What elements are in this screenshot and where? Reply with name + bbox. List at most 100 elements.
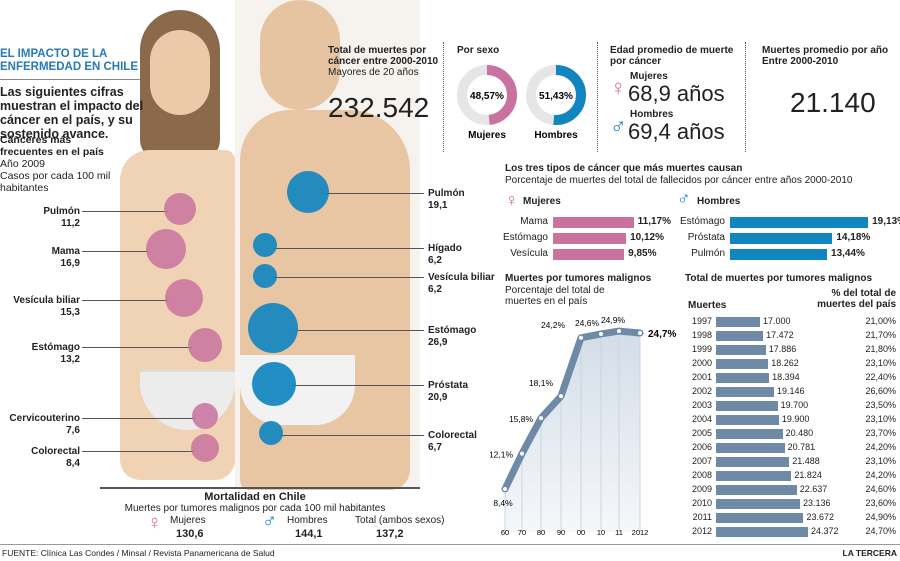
year-label: 2007 — [691, 456, 712, 466]
page-title: EL IMPACTO DE LA ENFERMEDAD EN CHILE — [0, 48, 140, 80]
male-icon: ♂ — [262, 510, 277, 532]
pct-label: 26,60% — [865, 386, 896, 396]
leader-line — [82, 451, 195, 452]
x-tick-label: 2012 — [632, 528, 649, 537]
women-cancer-circle — [192, 403, 218, 429]
deaths-label: 21.488 — [792, 456, 820, 466]
deaths-bar — [716, 499, 800, 509]
men-cancer-label: Vesícula biliar 6,2 — [428, 272, 495, 296]
women-cancer-label: Vesícula biliar 15,3 — [0, 295, 80, 319]
line-title: Muertes por tumores malignos — [505, 273, 652, 284]
bar — [553, 217, 634, 228]
deaths-label: 23.136 — [802, 498, 831, 508]
sex-donuts: 48,57% 51,43% Mujeres Hombres — [457, 65, 586, 141]
data-point — [539, 416, 543, 421]
deaths-label: 20.781 — [787, 442, 816, 452]
age-men-value: 69,4 años — [628, 119, 725, 144]
leader-line — [279, 435, 424, 436]
year-label: 2003 — [691, 400, 712, 410]
data-point — [599, 331, 603, 336]
age-men-label: Hombres — [630, 109, 674, 120]
cancer-value: 6,2 — [428, 284, 442, 295]
types-subtitle: Porcentaje de muertes del total de falle… — [505, 175, 853, 186]
sub-unit: Casos por cada 100 mil habitantes — [0, 170, 111, 194]
cancer-name: Colorectal — [31, 446, 80, 457]
bar-category: Vesícula — [510, 248, 548, 259]
pct-label: 23,50% — [865, 400, 896, 410]
bar-category: Mama — [520, 216, 548, 227]
age-women-value: 68,9 años — [628, 81, 725, 106]
deaths-bar — [716, 317, 760, 327]
mortality-total-label: Total (ambos sexos) — [355, 515, 445, 526]
deaths-label: 17.000 — [763, 316, 791, 326]
pct-label: 24,60% — [865, 484, 896, 494]
cancer-value: 7,6 — [66, 425, 80, 436]
deaths-label: 18.394 — [772, 372, 800, 382]
cancer-name: Próstata — [428, 380, 469, 391]
cancer-name: Estómago — [31, 342, 80, 353]
cancer-value: 6,7 — [428, 442, 442, 453]
deaths-label: 19.700 — [780, 400, 809, 410]
x-tick-label: 80 — [537, 528, 545, 537]
pct-label: 24,20% — [865, 442, 896, 452]
year-label: 2005 — [691, 428, 712, 438]
types-men-label: Hombres — [697, 196, 741, 207]
bar-value-label: 13,44% — [831, 248, 865, 259]
line-subtitle: Porcentaje del total de muertes en el pa… — [505, 285, 605, 307]
leader-line — [273, 248, 424, 249]
cancer-name: Cervicouterino — [9, 413, 80, 424]
women-cancer-label: Estómago 13,2 — [0, 342, 80, 366]
bar-category: Estómago — [679, 216, 725, 227]
leader-line — [82, 347, 192, 348]
women-donut-arc — [486, 65, 517, 125]
leader-line — [82, 251, 150, 252]
men-cancer-circle — [248, 303, 298, 353]
avg-block: Muertes promedio por año Entre 2000-2010… — [762, 45, 897, 119]
year-label: 1998 — [691, 330, 712, 340]
deaths-label: 20.480 — [785, 428, 814, 438]
deaths-label: 22.637 — [799, 484, 828, 494]
cancer-value: 8,4 — [66, 458, 80, 469]
avg-label: Muertes promedio por año — [762, 45, 889, 56]
data-point — [520, 451, 524, 456]
deaths-bar — [716, 345, 766, 355]
divider — [597, 42, 598, 152]
year-label: 2000 — [691, 358, 712, 368]
year-label: 2001 — [691, 372, 712, 382]
footer-brand: LA TERCERA — [842, 548, 897, 558]
pct-label: 23,60% — [865, 498, 896, 508]
deaths-label: 24.372 — [811, 526, 839, 536]
deaths-bar — [716, 513, 804, 523]
mortality-women-label: Mujeres — [170, 515, 206, 526]
cancer-name: Vesícula biliar — [428, 272, 495, 283]
total-deaths-block: Total de muertes por cáncer entre 2000-2… — [328, 45, 440, 124]
data-label: 24,2% — [541, 320, 566, 330]
cancer-value: 19,1 — [428, 200, 448, 211]
total-label-3: Mayores de 20 años — [328, 67, 419, 78]
age-label-2: por cáncer — [610, 56, 662, 67]
by-sex-label: Por sexo — [457, 45, 500, 56]
cancer-value: 13,2 — [60, 354, 80, 365]
pct-label: 24,70% — [865, 526, 896, 536]
men-cancer-label: Próstata 20,9 — [428, 380, 468, 404]
x-tick-label: 70 — [518, 528, 526, 537]
table-col-deaths: Muertes — [688, 300, 727, 311]
bar-value-label: 9,85% — [628, 248, 657, 259]
pct-label: 24,20% — [865, 470, 896, 480]
avg-value: 21.140 — [790, 87, 876, 118]
footer-rule — [0, 544, 900, 545]
deaths-label: 19.146 — [776, 386, 805, 396]
deaths-bar — [716, 429, 783, 439]
bar — [553, 233, 627, 244]
men-cancer-label: Estómago 26,9 — [428, 325, 476, 349]
data-label: 24,7% — [648, 329, 676, 340]
women-cancer-circle — [188, 328, 222, 362]
leader-line — [82, 418, 196, 419]
year-label: 1997 — [691, 316, 712, 326]
data-point — [617, 329, 621, 334]
pct-label: 24,90% — [865, 512, 896, 522]
women-cancer-circle — [146, 229, 186, 269]
bar-value-label: 11,17% — [637, 216, 672, 227]
bar — [730, 217, 869, 228]
leader-line — [273, 277, 424, 278]
